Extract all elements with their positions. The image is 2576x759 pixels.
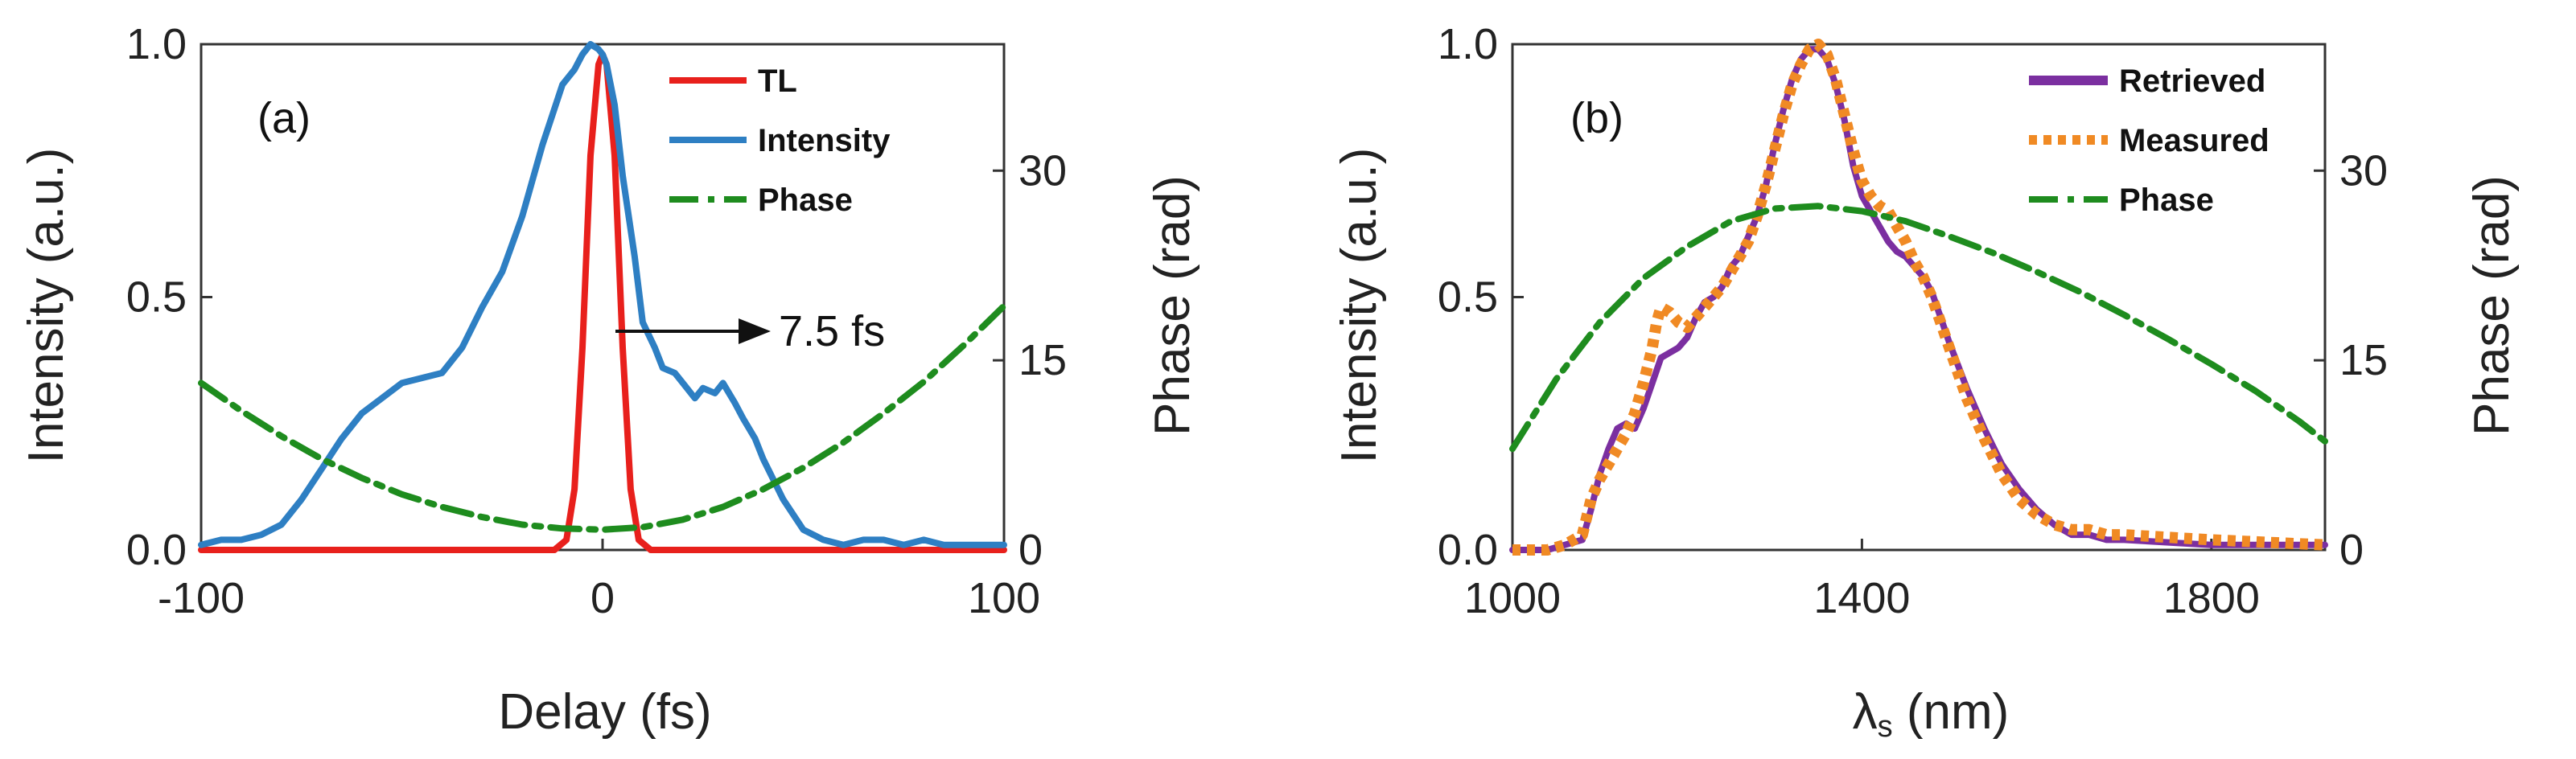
- series-line-phase-b: [1509, 203, 2328, 453]
- y2-tick-label: 0: [2339, 526, 2364, 574]
- y2-tick-label: 15: [1018, 336, 1067, 384]
- x-tick-label: -100: [158, 574, 245, 622]
- x-tick-label: 1400: [1813, 574, 1910, 622]
- panel-b-label: (b): [1570, 94, 1623, 142]
- pulse-width-annotation: 7.5 fs: [779, 307, 885, 355]
- panel-a-series-layer: [198, 41, 1007, 553]
- panel-a-x-label: Delay (fs): [498, 684, 711, 740]
- series-line-measured-b: [1512, 39, 2326, 556]
- series-line-phase-a: [198, 302, 1007, 533]
- x-tick-label: 1800: [2163, 574, 2260, 622]
- legend-tl-label: TL: [758, 64, 797, 99]
- x-unit: (nm): [1893, 684, 2010, 740]
- panel-b-axes-frame: 1000 1400 1800 0.0 0.5 1.0 0 15 30: [1438, 20, 2388, 622]
- x-tick-label: 0: [591, 574, 615, 622]
- legend-intensity-label: Intensity: [758, 123, 891, 158]
- y-tick-label: 0.0: [126, 526, 187, 574]
- series-line-intensity-a: [198, 41, 1007, 548]
- x-tick-label: 100: [968, 574, 1040, 622]
- y2-tick-label: 0: [1018, 526, 1043, 574]
- legend-phase-label: Phase: [758, 183, 853, 218]
- series-line-retrieved-b: [1509, 46, 2328, 553]
- legend-retrieved-label: Retrieved: [2119, 64, 2265, 99]
- y-tick-label: 0.0: [1438, 526, 1498, 574]
- panel-a-label: (a): [257, 94, 311, 142]
- panel-b-y2-label: Phase (rad): [2464, 175, 2520, 436]
- y2-tick-label: 30: [2339, 146, 2388, 195]
- width-arrow-head: [739, 318, 771, 344]
- panel-b-y-label: Intensity (a.u.): [1331, 148, 1387, 464]
- lambda-symbol: λ: [1853, 684, 1878, 740]
- panel-b-chart: 1000 1400 1800 0.0 0.5 1.0 0 15 30 (b) Retrieved…: [1331, 20, 2520, 744]
- panel-b-plot-frame: [1511, 43, 2327, 552]
- panel-b-legend: Retrieved Measured Phase: [2029, 64, 2269, 218]
- y-tick-label: 1.0: [1438, 20, 1498, 68]
- y-tick-label: 1.0: [126, 20, 187, 68]
- panel-a-y2-label: Phase (rad): [1145, 175, 1200, 436]
- panel-b-x-label: λs (nm): [1853, 684, 2010, 744]
- y2-tick-label: 30: [1018, 146, 1067, 195]
- lambda-subscript: s: [1878, 710, 1893, 744]
- panel-a-y-label: Intensity (a.u.): [19, 148, 74, 464]
- legend-measured-label: Measured: [2119, 123, 2269, 158]
- y-tick-label: 0.5: [126, 273, 187, 322]
- legend-phase-b-label: Phase: [2119, 183, 2214, 218]
- y2-tick-label: 15: [2339, 336, 2388, 384]
- x-tick-label: 1000: [1464, 574, 1561, 622]
- y-tick-label: 0.5: [1438, 273, 1498, 322]
- panel-a-legend: TL Intensity Phase: [669, 64, 891, 218]
- panel-b-series-layer: [1509, 39, 2328, 556]
